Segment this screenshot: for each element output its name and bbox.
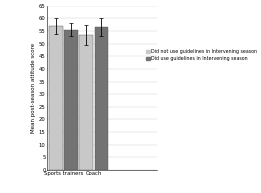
Bar xyxy=(94,27,108,170)
Bar xyxy=(80,35,93,170)
Bar xyxy=(49,26,63,170)
Legend: Did not use guidelines in Intervening season, Did use guidelines in Intervening : Did not use guidelines in Intervening se… xyxy=(146,49,257,61)
Y-axis label: Mean post-season attitude score: Mean post-season attitude score xyxy=(31,43,36,133)
Bar xyxy=(64,30,78,170)
